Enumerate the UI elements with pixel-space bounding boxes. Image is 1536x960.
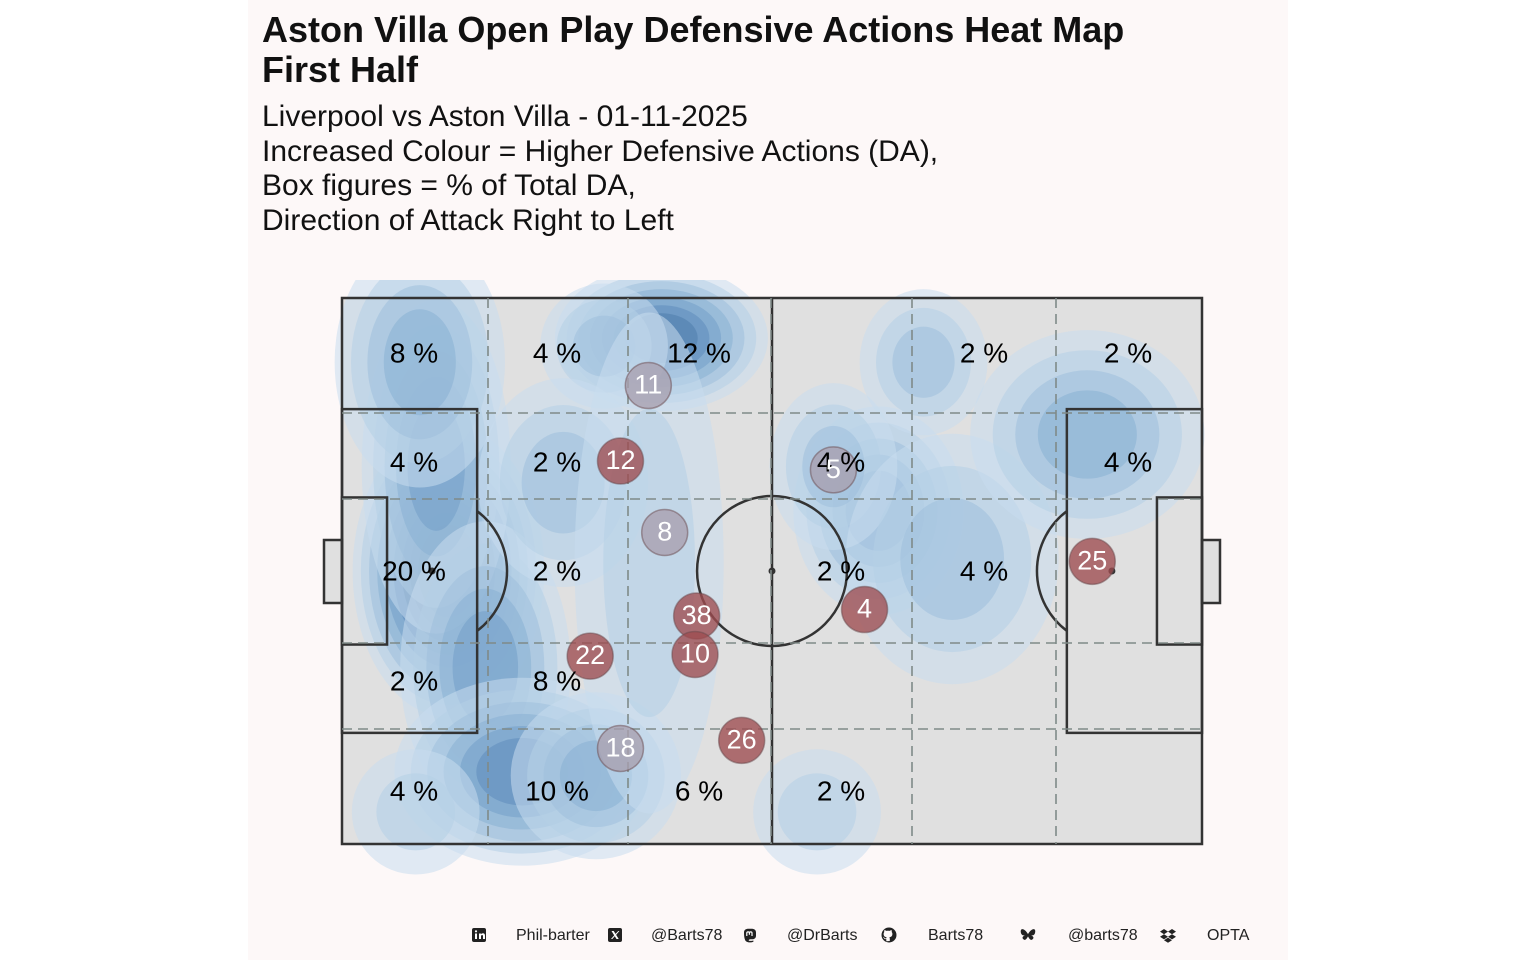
player-number: 4 bbox=[857, 594, 872, 624]
zone-percent-label: 2 % bbox=[533, 446, 581, 477]
dropbox-icon bbox=[1160, 929, 1176, 943]
player-circle bbox=[624, 361, 673, 410]
player-circle bbox=[671, 630, 719, 679]
title-line-1: Aston Villa Open Play Defensive Actions … bbox=[262, 9, 1125, 50]
mastodon-icon[interactable] bbox=[741, 926, 759, 944]
centre-circle bbox=[695, 494, 849, 648]
linkedin-handle[interactable]: Phil-barter bbox=[516, 927, 590, 944]
player-number: 22 bbox=[575, 640, 605, 670]
player-marker bbox=[717, 716, 766, 765]
zone-percent-label: 8 % bbox=[390, 337, 438, 368]
chart-subtitle: Liverpool vs Aston Villa - 01-11-2025 In… bbox=[262, 100, 938, 238]
zone-percent-label: 4 % bbox=[1104, 446, 1152, 477]
bluesky-handle[interactable]: @barts78 bbox=[1068, 927, 1138, 944]
linkedin-icon[interactable] bbox=[470, 926, 488, 944]
player-number: 26 bbox=[727, 725, 757, 755]
title-line-2: First Half bbox=[262, 49, 419, 90]
centre-spot bbox=[768, 567, 776, 575]
density-band bbox=[376, 773, 456, 851]
density-band bbox=[892, 326, 955, 398]
right-penalty-arc bbox=[1035, 510, 1068, 632]
zone-percent-label: 4 % bbox=[533, 337, 581, 368]
subtitle-line-1: Liverpool vs Aston Villa - 01-11-2025 bbox=[262, 100, 748, 133]
player-marker bbox=[840, 585, 889, 634]
left-goal bbox=[322, 538, 344, 605]
zone-percent-label: 4 % bbox=[960, 555, 1008, 586]
data-source: OPTA bbox=[1207, 927, 1250, 944]
player-number: 38 bbox=[682, 600, 712, 630]
density-band bbox=[603, 408, 696, 718]
left-goal-fill bbox=[324, 540, 342, 603]
left-penalty-arc bbox=[476, 510, 509, 632]
player-circle bbox=[596, 437, 645, 485]
mastodon-handle[interactable]: @DrBarts bbox=[787, 927, 858, 944]
bluesky-icon[interactable] bbox=[1019, 926, 1037, 944]
zone-percent-label: 2 % bbox=[533, 555, 581, 586]
zone-percent-label: 2 % bbox=[817, 555, 865, 586]
player-number: 25 bbox=[1077, 545, 1107, 575]
density-band bbox=[900, 497, 1005, 620]
subtitle-line-4: Direction of Attack Right to Left bbox=[262, 203, 674, 237]
player-marker bbox=[809, 446, 858, 494]
x-icon[interactable] bbox=[606, 926, 624, 944]
zone-percent-label: 4 % bbox=[390, 775, 438, 806]
player-circle bbox=[809, 446, 858, 494]
player-marker bbox=[640, 508, 689, 557]
zone-percent-label: 2 % bbox=[817, 775, 865, 806]
density-band bbox=[383, 309, 456, 416]
player-number: 18 bbox=[605, 733, 635, 763]
right-goal bbox=[1200, 538, 1222, 605]
footer: Phil-barter @Barts78 @DrBarts Barts78 @b… bbox=[0, 924, 1536, 948]
player-marker bbox=[624, 361, 673, 410]
player-marker bbox=[566, 632, 614, 680]
player-marker bbox=[671, 630, 719, 679]
subtitle-line-2: Increased Colour = Higher Defensive Acti… bbox=[262, 134, 939, 168]
zone-percent-label: 4 % bbox=[817, 446, 865, 477]
player-circle bbox=[596, 724, 645, 773]
player-circle bbox=[840, 585, 889, 634]
subtitle-line-3: Box figures = % of Total DA, bbox=[262, 169, 636, 202]
zone-percent-label: 2 % bbox=[390, 665, 438, 696]
zone-percent-label: 2 % bbox=[960, 337, 1008, 368]
left-penalty-spot bbox=[428, 567, 436, 575]
density-band bbox=[777, 773, 857, 851]
player-circle bbox=[717, 716, 766, 765]
player-circle bbox=[1068, 537, 1116, 586]
zone-percent-label: 12 % bbox=[667, 337, 731, 368]
player-marker bbox=[1068, 537, 1116, 586]
github-icon[interactable] bbox=[880, 926, 898, 944]
zone-percent-label: 8 % bbox=[533, 665, 581, 696]
right-goal-fill bbox=[1202, 540, 1220, 603]
zone-percent-label: 10 % bbox=[525, 775, 589, 806]
player-marker bbox=[596, 437, 645, 485]
player-number: 8 bbox=[657, 517, 672, 547]
player-number: 5 bbox=[826, 454, 841, 484]
player-number: 10 bbox=[680, 639, 710, 669]
player-circle bbox=[640, 508, 689, 557]
zone-percent-label: 4 % bbox=[390, 446, 438, 477]
x-handle[interactable]: @Barts78 bbox=[651, 927, 723, 944]
player-marker bbox=[596, 724, 645, 773]
github-handle[interactable]: Barts78 bbox=[928, 927, 984, 944]
zone-percent-label: 6 % bbox=[675, 775, 723, 806]
zone-percent-label: 2 % bbox=[1104, 337, 1152, 368]
player-number: 11 bbox=[634, 370, 662, 400]
player-number: 12 bbox=[605, 445, 635, 475]
chart-title: Aston Villa Open Play Defensive Actions … bbox=[262, 10, 1124, 90]
player-circle bbox=[566, 632, 614, 680]
zone-percent-label: 20 % bbox=[382, 555, 446, 586]
